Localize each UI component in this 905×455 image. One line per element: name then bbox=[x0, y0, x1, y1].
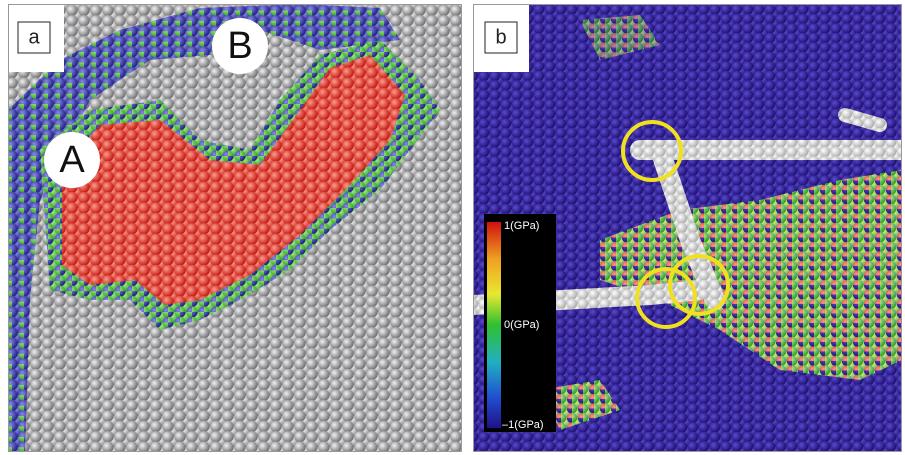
colorbar bbox=[487, 222, 501, 428]
annotation: A bbox=[59, 139, 85, 181]
white-atoms bbox=[845, 115, 880, 125]
figure: a B A 1(GPa) 0(GPa) –1(GPa) b bbox=[0, 0, 905, 455]
panel-label: b bbox=[495, 26, 506, 48]
annotation: B bbox=[227, 25, 252, 67]
colorbar-label: 1(GPa) bbox=[504, 220, 539, 232]
colorbar-label: 0(GPa) bbox=[504, 319, 539, 331]
colorbar-label: –1(GPa) bbox=[502, 419, 544, 431]
panel-label: a bbox=[28, 26, 40, 48]
panel-b-image: 1(GPa) 0(GPa) –1(GPa) bbox=[473, 4, 902, 452]
page: a B A 1(GPa) 0(GPa) –1(GPa) b (() => { c… bbox=[0, 0, 905, 455]
